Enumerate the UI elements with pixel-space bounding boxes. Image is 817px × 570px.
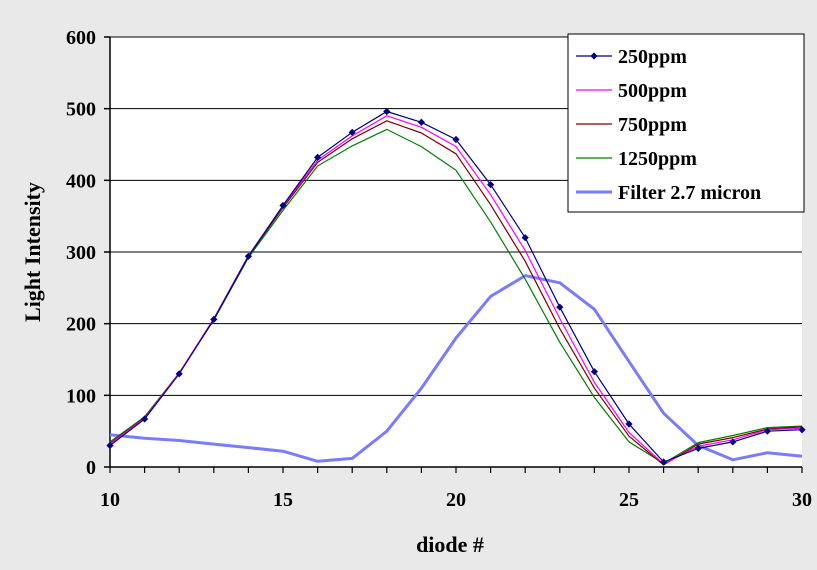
data-point: [694, 444, 702, 452]
data-point: [348, 128, 356, 136]
x-tick-label: 25: [619, 489, 639, 511]
data-point: [729, 438, 737, 446]
y-tick-label: 500: [66, 99, 96, 121]
x-tick-label: 10: [100, 489, 120, 511]
data-point: [279, 201, 287, 210]
data-point: [175, 370, 183, 378]
legend: 250ppm 500ppm 750ppm 1250ppm Filter 2.7 micr…: [567, 33, 805, 213]
data-point: [210, 315, 218, 323]
data-point: [314, 153, 322, 161]
series-lines: [106, 107, 806, 466]
data-point: [798, 426, 806, 434]
legend-entry: Filter 2.7 micron: [618, 182, 761, 204]
legend-entry: 250ppm: [618, 46, 687, 68]
legend-entry: 500ppm: [618, 80, 687, 102]
x-tick-label: 15: [273, 489, 293, 511]
series-line-filter-2-7-micron: [109, 274, 803, 463]
data-point: [590, 368, 598, 376]
data-point: [383, 107, 391, 116]
y-tick-label: 300: [66, 242, 96, 264]
data-point: [660, 458, 668, 466]
data-point: [141, 415, 149, 423]
data-point: [106, 441, 114, 450]
y-axis-label: Light Intensity: [20, 182, 45, 322]
data-point: [521, 234, 529, 242]
legend-entry: 1250ppm: [618, 148, 697, 170]
legend-marker: [590, 52, 598, 60]
x-axis-label: diode #: [416, 532, 484, 557]
y-tick-label: 200: [66, 314, 96, 336]
x-tick-label: 20: [446, 489, 466, 511]
data-point: [452, 135, 460, 144]
y-tick-label: 600: [66, 27, 96, 49]
y-tick-label: 0: [86, 457, 96, 479]
data-point: [556, 303, 564, 311]
y-tick-label: 400: [66, 170, 96, 192]
x-tick-label: 30: [792, 489, 812, 511]
data-point: [244, 252, 252, 260]
data-point: [763, 427, 771, 435]
data-point: [625, 420, 633, 428]
legend-entry: 750ppm: [618, 114, 687, 136]
axes: [104, 36, 803, 473]
data-point: [487, 181, 495, 189]
data-point: [417, 118, 425, 126]
legend-box: [567, 33, 805, 213]
tick-labels: 0 100 200 300 400 500 600 10 15 20 25 30: [66, 27, 812, 511]
y-tick-label: 100: [66, 385, 96, 407]
